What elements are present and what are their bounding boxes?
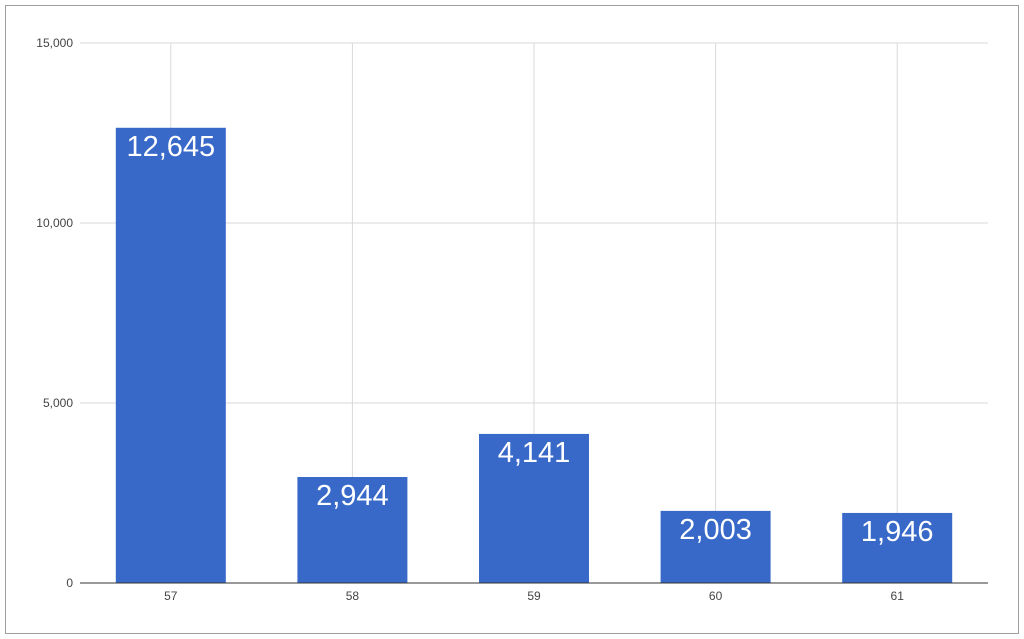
y-tick-label: 5,000 [43, 396, 73, 410]
y-tick-label: 15,000 [36, 36, 73, 50]
x-tick-label: 58 [346, 589, 360, 603]
bar [115, 127, 226, 583]
data-label: 1,946 [861, 516, 934, 548]
bar [479, 433, 589, 583]
data-label: 12,645 [126, 131, 215, 163]
bar [842, 512, 953, 583]
y-tick-label: 10,000 [36, 216, 73, 230]
bar [660, 510, 771, 583]
y-tick-label: 0 [66, 576, 73, 590]
x-tick-label: 57 [164, 589, 178, 603]
x-tick-label: 61 [891, 589, 905, 603]
x-tick-label: 60 [709, 589, 723, 603]
data-label: 4,141 [498, 437, 571, 469]
x-tick-label: 59 [527, 589, 541, 603]
bar [297, 477, 408, 583]
data-label: 2,003 [679, 514, 752, 546]
data-label: 2,944 [316, 480, 389, 512]
